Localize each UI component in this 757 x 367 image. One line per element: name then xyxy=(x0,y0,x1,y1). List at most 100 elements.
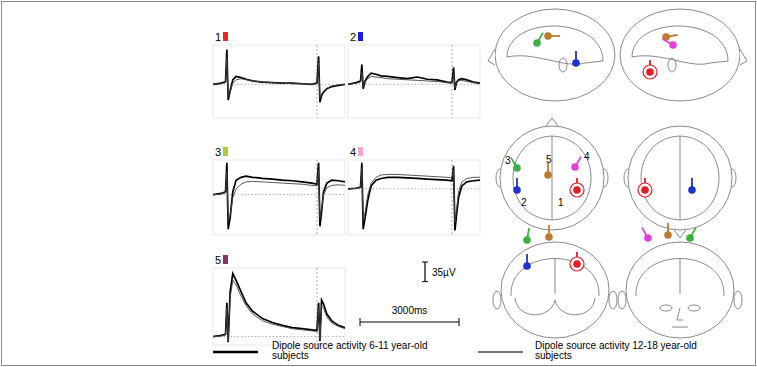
plot-area xyxy=(213,268,345,345)
dipole-label: 5 xyxy=(546,154,552,165)
scale-bars: 3000ms35µV xyxy=(360,262,459,326)
dipole xyxy=(544,32,552,40)
baseline xyxy=(213,336,345,337)
dipole xyxy=(572,59,580,67)
legend: Dipole source activity 6-11 year-old sub… xyxy=(213,340,700,361)
legend-label: Dipole source activity 12-18 year-old su… xyxy=(535,340,700,361)
dipole xyxy=(664,231,672,239)
time-scale-cap xyxy=(360,318,361,326)
panel: 3 xyxy=(213,146,345,235)
brain-outline xyxy=(513,136,591,220)
waveform xyxy=(213,274,345,343)
figure-border xyxy=(2,2,756,366)
legend-swatch xyxy=(213,351,258,354)
eye xyxy=(688,305,700,311)
time-scale-label: 3000ms xyxy=(392,305,428,316)
plot-area xyxy=(213,45,345,118)
head-outline xyxy=(500,126,604,230)
plot-frame xyxy=(213,160,345,235)
ear xyxy=(668,58,676,72)
dipole-ring xyxy=(643,65,657,79)
dipole xyxy=(688,186,696,194)
brain-outline xyxy=(507,26,603,64)
plot-area xyxy=(348,45,480,118)
time-scale-cap xyxy=(459,318,460,326)
midline xyxy=(555,258,556,294)
panel-color-key xyxy=(223,32,228,41)
panel: 4 xyxy=(348,146,480,235)
head-side-view xyxy=(488,9,615,101)
head-outline xyxy=(620,9,740,101)
dipole-ring xyxy=(570,183,584,197)
mouth xyxy=(672,327,688,328)
waveform xyxy=(213,170,345,220)
head-diagrams: 12345 xyxy=(488,9,747,338)
waveform xyxy=(213,280,345,341)
panel: 1 xyxy=(213,31,345,118)
panel: 5 xyxy=(213,254,345,345)
amplitude-scale-bar xyxy=(424,262,425,282)
plot-frame xyxy=(348,160,480,235)
brain-outline xyxy=(636,259,724,297)
ear xyxy=(493,291,501,309)
ear xyxy=(609,291,617,309)
dipole-label: 1 xyxy=(558,197,564,208)
dipole xyxy=(513,186,521,194)
dipole xyxy=(686,234,694,242)
panel-label: 4 xyxy=(350,146,356,158)
nose xyxy=(488,49,495,65)
dipole xyxy=(571,163,579,171)
event-line xyxy=(316,268,317,345)
waveform xyxy=(348,163,480,231)
baseline xyxy=(348,84,480,85)
head-outline xyxy=(626,242,734,338)
waveform xyxy=(213,57,345,98)
ear xyxy=(734,291,742,309)
head-top-view xyxy=(624,126,736,238)
panel-label: 3 xyxy=(215,146,221,158)
dipole xyxy=(644,234,652,242)
head-outline xyxy=(501,242,609,338)
time-scale-bar xyxy=(360,321,459,322)
midline xyxy=(680,136,681,220)
amplitude-scale-cap xyxy=(422,281,428,282)
panel-label: 5 xyxy=(215,254,221,266)
midline xyxy=(552,136,553,220)
dipole xyxy=(544,171,552,179)
brain-outline xyxy=(641,136,719,220)
nose xyxy=(677,308,683,320)
dipole xyxy=(669,41,677,49)
nose xyxy=(546,118,558,126)
dipoles xyxy=(511,32,696,271)
dipole xyxy=(523,236,531,244)
amplitude-scale-cap xyxy=(422,262,428,263)
plot-frame xyxy=(213,45,345,118)
dipole xyxy=(573,260,581,268)
head-outline xyxy=(628,126,732,230)
dipole-label: 3 xyxy=(505,155,511,166)
dipole xyxy=(646,68,654,76)
plot-frame xyxy=(213,268,345,345)
waveform xyxy=(348,65,480,90)
eye xyxy=(660,305,672,311)
head-side-view xyxy=(620,9,747,101)
dipole-label: 2 xyxy=(521,197,527,208)
legend-label: Dipole source activity 6-11 year-old sub… xyxy=(272,340,430,361)
dipole-ring xyxy=(570,257,584,271)
head-outline xyxy=(495,9,615,101)
ear xyxy=(559,58,567,72)
panel-label: 1 xyxy=(215,31,221,43)
dipole xyxy=(641,186,649,194)
dipole xyxy=(513,164,521,172)
panel-label: 2 xyxy=(350,31,356,43)
plot-area xyxy=(348,160,480,235)
panel: 2 xyxy=(348,31,480,118)
dipole-ring xyxy=(638,183,652,197)
head-back-view xyxy=(493,242,617,338)
dipole xyxy=(573,186,581,194)
waveform xyxy=(213,49,345,102)
brain-outline xyxy=(511,259,599,297)
nose xyxy=(674,230,686,238)
dipole xyxy=(545,233,553,241)
panel-color-key xyxy=(223,255,228,264)
